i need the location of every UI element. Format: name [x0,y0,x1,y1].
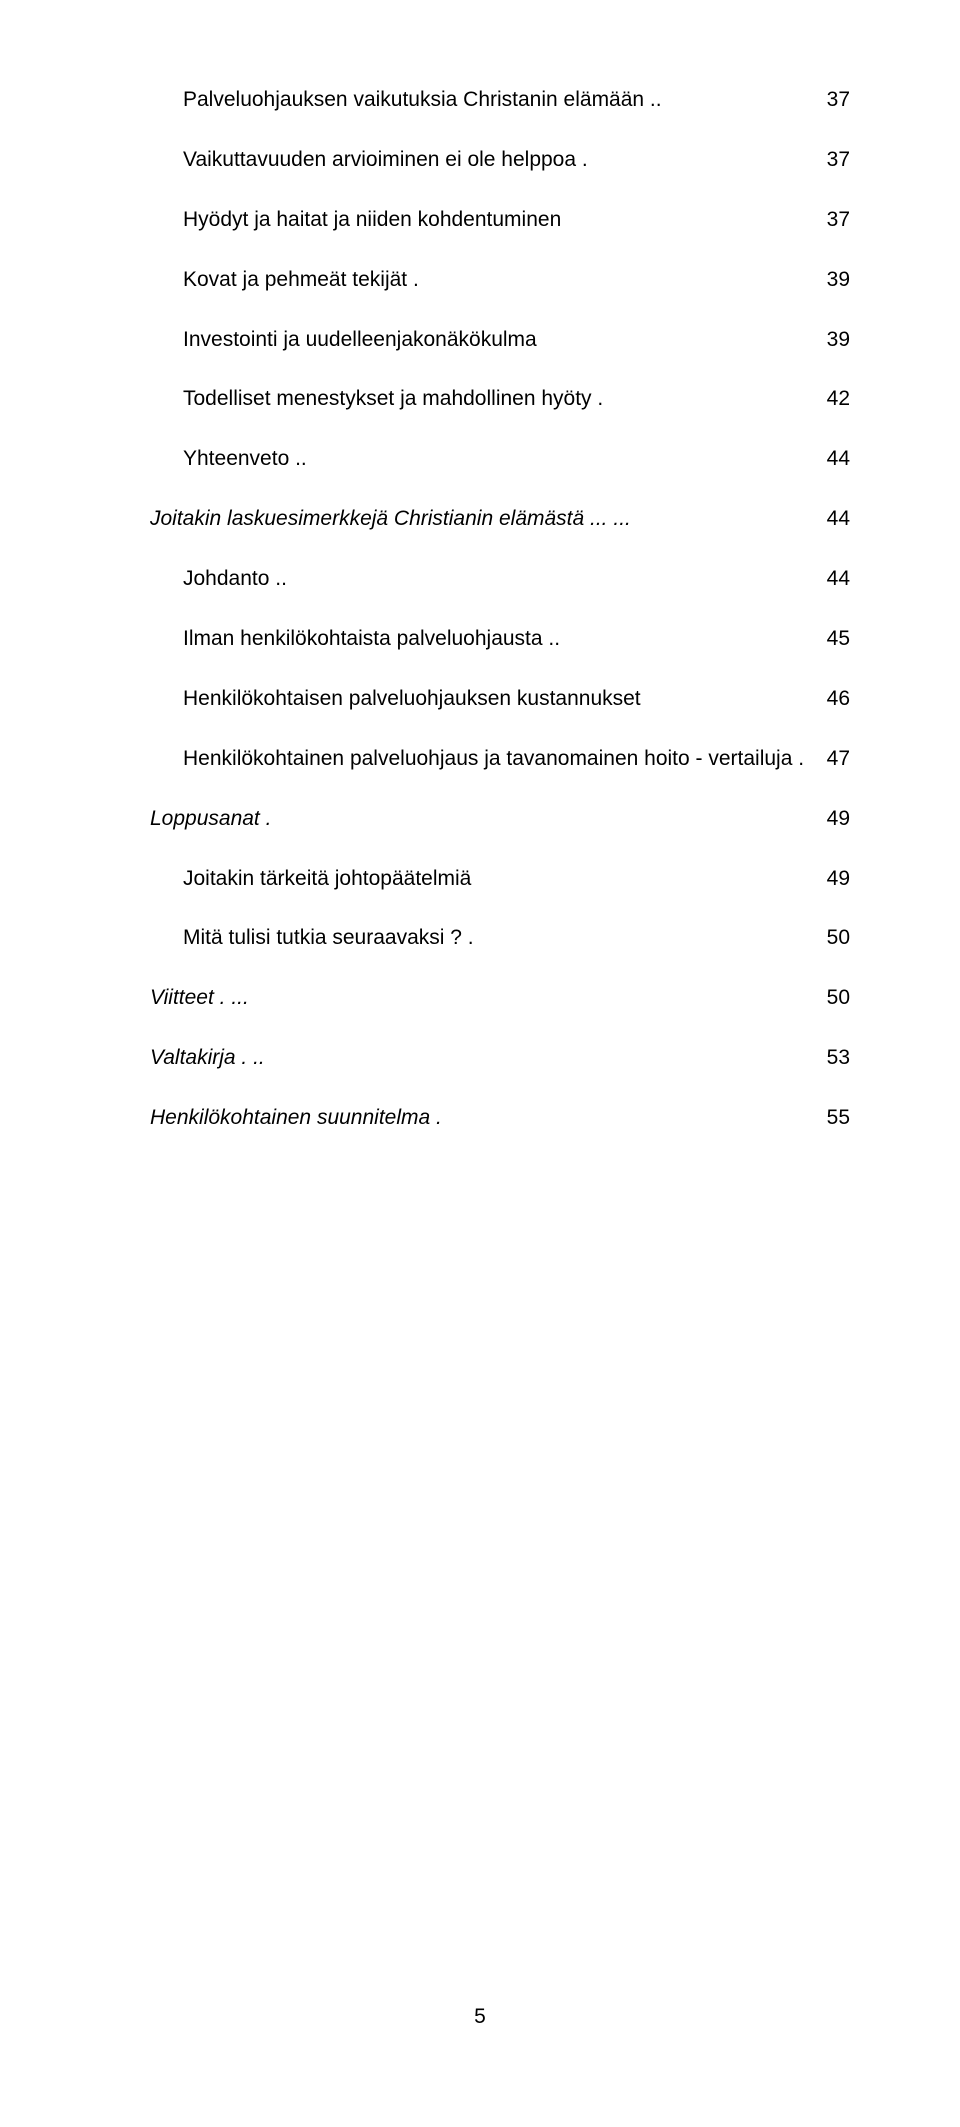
vertical-space [150,300,850,320]
toc-entry: Joitakin laskuesimerkkejä Christianin el… [150,499,850,539]
toc-entry: Joitakin tärkeitä johtopäätelmiä 49 [150,859,850,899]
toc-page-number: 44 [816,499,850,539]
toc-page-number: 55 [816,1098,850,1138]
toc-entry: Vaikuttavuuden arvioiminen ei ole helppo… [150,140,850,180]
vertical-space [150,1018,850,1038]
toc-label: Johdanto .. [183,559,287,599]
toc-page-number: 49 [816,799,850,839]
toc-page-number: 42 [816,379,850,419]
toc-label: Kovat ja pehmeät tekijät . [183,260,419,300]
toc-page-number: 45 [816,619,850,659]
toc-page-number: 53 [816,1038,850,1078]
toc-label: Henkilökohtaisen palveluohjauksen kustan… [183,679,641,719]
toc-entry: Henkilökohtainen suunnitelma . 55 [150,1098,850,1138]
toc-label: Todelliset menestykset ja mahdollinen hy… [183,379,603,419]
toc-entry: Loppusanat . 49 [150,799,850,839]
vertical-space [150,599,850,619]
document-page: Palveluohjauksen vaikutuksia Christanin … [0,0,960,2127]
vertical-space [150,240,850,260]
page-number: 5 [0,1997,960,2037]
toc-entry: Mitä tulisi tutkia seuraavaksi ? . 50 [150,918,850,958]
toc-page-number: 50 [816,978,850,1018]
toc-entry: Palveluohjauksen vaikutuksia Christanin … [150,80,850,120]
toc-label: Mitä tulisi tutkia seuraavaksi ? . [183,918,474,958]
toc-entry: Ilman henkilökohtaista palveluohjausta .… [150,619,850,659]
toc-entry: Johdanto .. 44 [150,559,850,599]
toc-label: Joitakin laskuesimerkkejä Christianin el… [150,499,631,539]
toc-label: Henkilökohtainen suunnitelma . [150,1098,442,1138]
toc-label: Yhteenveto .. [183,439,307,479]
vertical-space [150,839,850,859]
toc-page-number: 37 [816,80,850,120]
vertical-space [150,419,850,439]
toc-label: Valtakirja . .. [150,1038,265,1078]
toc-entry: Kovat ja pehmeät tekijät . 39 [150,260,850,300]
toc-label: Hyödyt ja haitat ja niiden kohdentuminen [183,200,561,240]
toc-page-number: 50 [816,918,850,958]
toc-entry: Viitteet . ... 50 [150,978,850,1018]
toc-page-number: 39 [816,260,850,300]
toc-entry: Henkilökohtainen palveluohjaus ja tavano… [150,739,850,779]
vertical-space [150,958,850,978]
table-of-contents: Palveluohjauksen vaikutuksia Christanin … [150,80,850,1158]
toc-label: Joitakin tärkeitä johtopäätelmiä [183,859,471,899]
vertical-space [150,359,850,379]
toc-label: Loppusanat . [150,799,271,839]
vertical-space [150,120,850,140]
toc-label: Investointi ja uudelleenjakonäkökulma [183,320,537,360]
toc-label: Palveluohjauksen vaikutuksia Christanin … [183,80,662,120]
vertical-space [150,180,850,200]
toc-page-number: 44 [816,559,850,599]
vertical-space [150,659,850,679]
toc-page-number: 46 [816,679,850,719]
toc-entry: Hyödyt ja haitat ja niiden kohdentuminen… [150,200,850,240]
toc-page-number: 39 [816,320,850,360]
vertical-space [150,539,850,559]
toc-entry: Yhteenveto .. 44 [150,439,850,479]
vertical-space [150,1078,850,1098]
toc-label: Vaikuttavuuden arvioiminen ei ole helppo… [183,140,588,180]
toc-label: Henkilökohtainen palveluohjaus ja tavano… [183,739,804,779]
toc-page-number: 37 [816,140,850,180]
vertical-space [150,479,850,499]
toc-entry: Todelliset menestykset ja mahdollinen hy… [150,379,850,419]
toc-label: Ilman henkilökohtaista palveluohjausta .… [183,619,560,659]
toc-entry: Henkilökohtaisen palveluohjauksen kustan… [150,679,850,719]
vertical-space [150,779,850,799]
toc-page-number: 44 [816,439,850,479]
vertical-space [150,719,850,739]
vertical-space [150,1138,850,1158]
toc-page-number: 47 [816,739,850,779]
vertical-space [150,898,850,918]
toc-page-number: 49 [816,859,850,899]
toc-page-number: 37 [816,200,850,240]
toc-entry: Valtakirja . .. 53 [150,1038,850,1078]
toc-label: Viitteet . ... [150,978,249,1018]
toc-entry: Investointi ja uudelleenjakonäkökulma 39 [150,320,850,360]
